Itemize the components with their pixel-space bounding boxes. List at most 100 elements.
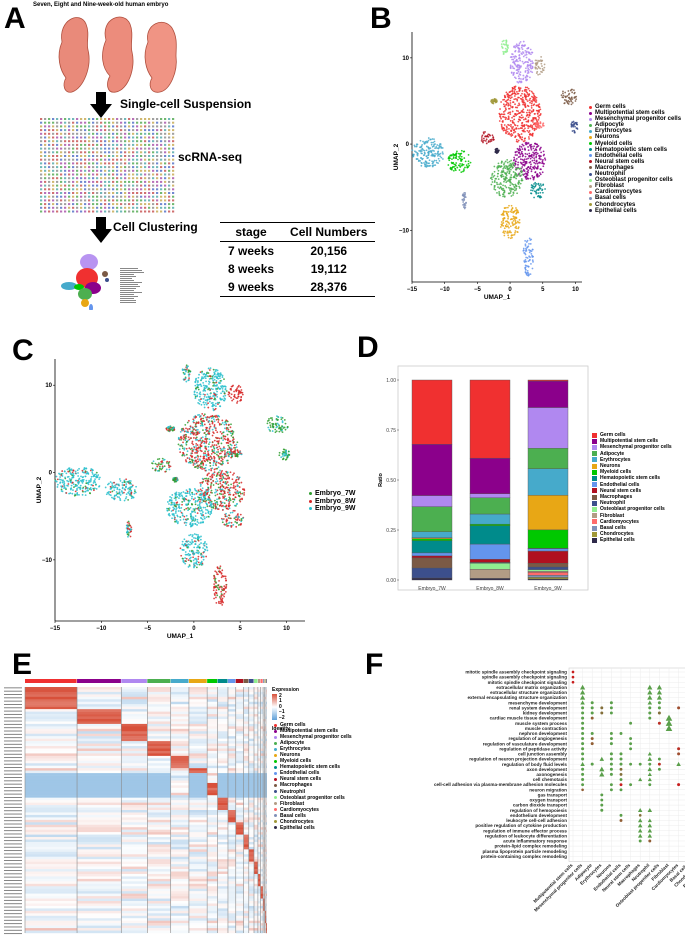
- cell-point: [208, 369, 211, 371]
- matrix-cell: [140, 180, 143, 183]
- cell-point: [194, 543, 197, 545]
- cell-point: [229, 487, 231, 490]
- cell-point: [527, 274, 530, 277]
- cell-point: [65, 492, 68, 494]
- cell-point: [507, 133, 510, 135]
- cell-point: [463, 204, 466, 207]
- cell-point: [193, 446, 196, 449]
- cell-point: [196, 395, 199, 398]
- cell-point: [531, 119, 533, 122]
- cell-point: [415, 143, 418, 146]
- cell-point: [519, 40, 522, 43]
- matrix-cell: [96, 180, 99, 183]
- cell-point: [503, 127, 506, 130]
- cell-point: [227, 474, 229, 477]
- matrix-cell: [132, 121, 135, 124]
- cell-point: [495, 151, 498, 154]
- cell-point: [510, 90, 512, 93]
- cell-point: [531, 71, 534, 74]
- cell-point: [185, 495, 187, 498]
- cell-point: [70, 484, 73, 487]
- cell-point: [203, 386, 206, 389]
- cell-point: [568, 96, 571, 99]
- cell-point: [218, 382, 221, 385]
- cell-point: [498, 190, 501, 193]
- cell-point: [223, 450, 226, 452]
- matrix-cell: [124, 195, 127, 198]
- cell-point: [522, 108, 525, 111]
- cell-point: [78, 467, 80, 470]
- cell-point: [496, 147, 499, 150]
- matrix-cell: [140, 132, 143, 135]
- matrix-cell: [172, 195, 175, 198]
- cell-point: [221, 460, 224, 463]
- cell-point: [537, 188, 539, 191]
- cell-point: [202, 500, 205, 503]
- cell-point: [212, 368, 215, 371]
- cell-point: [170, 510, 173, 512]
- cell-point: [214, 507, 217, 510]
- cluster-basal-cells: [461, 191, 467, 210]
- matrix-cell: [60, 180, 63, 183]
- cell-point: [168, 512, 171, 515]
- matrix-cell: [52, 210, 55, 213]
- cell-point: [185, 524, 187, 527]
- cell-point: [434, 143, 436, 145]
- cell-point: [505, 125, 508, 128]
- cell-point: [507, 47, 509, 49]
- matrix-cell: [108, 177, 111, 180]
- matrix-cell: [76, 158, 79, 161]
- cell-point: [227, 453, 230, 455]
- matrix-cell: [108, 195, 111, 198]
- cell-point: [204, 450, 207, 453]
- matrix-cell: [112, 192, 115, 194]
- cell-point: [527, 169, 530, 172]
- cell-point: [459, 155, 462, 157]
- cell-point: [523, 93, 526, 95]
- matrix-cell: [124, 210, 127, 213]
- cell-point: [533, 183, 535, 185]
- cell-point: [193, 520, 196, 522]
- cell-point: [187, 540, 190, 543]
- cell-point: [509, 184, 512, 187]
- cell-point: [202, 377, 205, 380]
- cell-point: [537, 110, 540, 113]
- cell-point: [224, 427, 226, 430]
- matrix-cell: [60, 195, 63, 198]
- cell-point: [224, 590, 227, 593]
- matrix-cell: [68, 132, 71, 135]
- cell-point: [119, 494, 122, 496]
- cell-point: [531, 248, 534, 251]
- cell-point: [208, 430, 211, 432]
- cell-point: [178, 437, 180, 440]
- cell-point: [534, 166, 537, 169]
- matrix-cell: [80, 210, 83, 213]
- cell-point: [198, 416, 201, 418]
- cell-point: [199, 485, 202, 487]
- matrix-cell: [120, 195, 123, 198]
- matrix-cell: [88, 151, 91, 154]
- cell-point: [228, 496, 231, 499]
- cell-point: [508, 164, 511, 167]
- cell-point: [532, 98, 535, 101]
- cell-point: [77, 482, 80, 485]
- cell-point: [526, 168, 528, 170]
- cell-point: [460, 149, 463, 152]
- matrix-cell: [108, 162, 111, 165]
- matrix-cell: [104, 180, 107, 183]
- cell-point: [434, 147, 437, 150]
- matrix-cell: [92, 192, 95, 194]
- cell-point: [197, 522, 200, 524]
- cell-point: [528, 89, 531, 92]
- matrix-cell: [52, 162, 55, 165]
- cell-point: [235, 503, 238, 505]
- cell-point: [207, 511, 210, 514]
- cell-point: [197, 561, 200, 564]
- matrix-cell: [172, 147, 175, 150]
- cell-point: [115, 491, 118, 493]
- cell-point: [520, 174, 522, 177]
- cell-point: [536, 67, 539, 70]
- cell-point: [220, 392, 222, 395]
- cell-point: [569, 98, 572, 101]
- cell-point: [574, 121, 577, 124]
